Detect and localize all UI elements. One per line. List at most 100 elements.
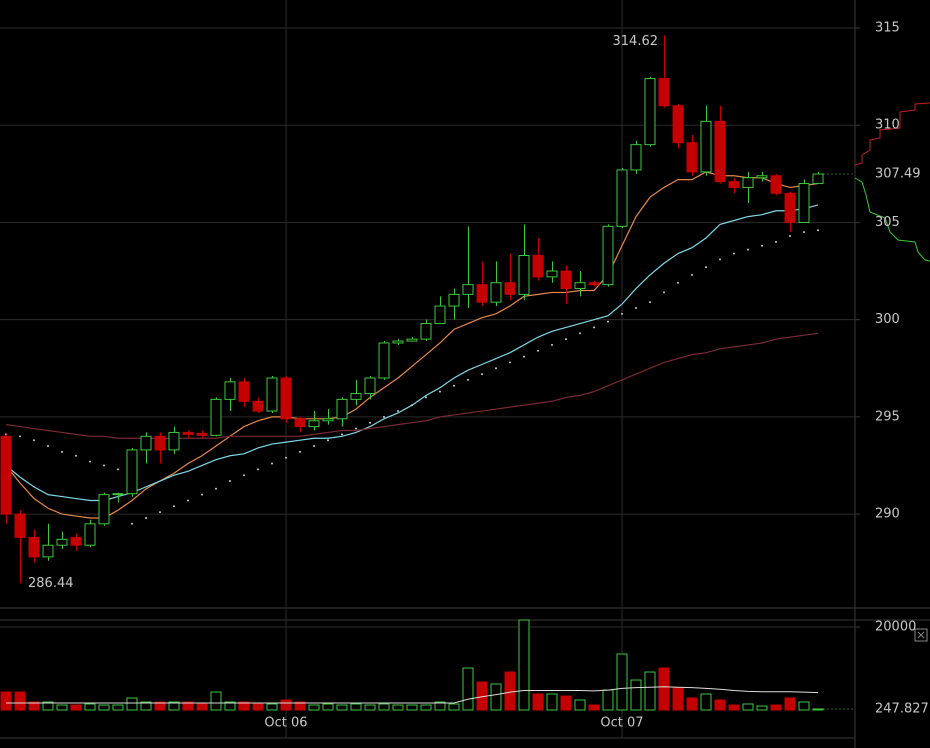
- candle-body: [602, 225, 614, 286]
- sar-dot: [271, 462, 273, 465]
- candle-body: [742, 177, 754, 188]
- candle-body: [644, 78, 656, 146]
- volume-bar: [294, 701, 306, 711]
- y-tick-label: 315: [875, 20, 900, 35]
- candle-body: [658, 78, 670, 107]
- volume-bar: [630, 679, 642, 711]
- candle-body: [714, 120, 726, 183]
- volume-bar: [714, 699, 726, 711]
- candle-body: [28, 536, 40, 558]
- candle-body: [280, 377, 292, 420]
- candle-body: [686, 142, 698, 173]
- volume-bar: [168, 701, 180, 711]
- volume-bar: [602, 689, 614, 711]
- volume-bar: [112, 704, 124, 711]
- candle-body: [588, 282, 600, 286]
- volume-bar: [504, 671, 516, 711]
- sar-dot: [201, 493, 203, 496]
- sar-dot: [579, 332, 581, 335]
- sar-dot: [61, 450, 63, 453]
- y-tick-label: 310: [875, 118, 900, 133]
- volume-bar: [672, 687, 684, 711]
- volume-bar: [560, 695, 572, 711]
- sar-dot: [593, 326, 595, 329]
- sar-dot: [789, 235, 791, 238]
- candle-body: [728, 181, 740, 188]
- volume-bar: [434, 701, 446, 711]
- sar-dot: [747, 248, 749, 251]
- sar-dot: [453, 384, 455, 387]
- x-tick-label: Oct 07: [600, 716, 643, 731]
- sar-dot: [481, 373, 483, 376]
- moving-average: [5, 171, 819, 519]
- sar-dot: [243, 474, 245, 477]
- sar-dot: [509, 361, 511, 364]
- volume-bar: [56, 704, 68, 711]
- volume-bar: [0, 691, 12, 711]
- candle-body: [700, 120, 712, 173]
- volume-average: [6, 686, 819, 704]
- volume-bar: [588, 704, 600, 711]
- candle-body: [14, 513, 26, 538]
- candle-body: [56, 538, 68, 546]
- candle-body: [518, 254, 530, 295]
- candle-body: [168, 431, 180, 451]
- volume-bar: [392, 704, 404, 711]
- candle-body: [616, 169, 628, 227]
- sar-dot: [383, 415, 385, 418]
- candle-body: [434, 305, 446, 325]
- volume-bar: [210, 691, 222, 711]
- sar-dot: [355, 427, 357, 430]
- volume-bar: [420, 704, 432, 711]
- sar-dot: [495, 367, 497, 370]
- sar-dot: [145, 516, 147, 519]
- sar-dot: [439, 390, 441, 393]
- volume-bar: [574, 699, 586, 711]
- volume-bar: [742, 703, 754, 711]
- candle-body: [532, 254, 544, 278]
- volume-bar: [728, 704, 740, 711]
- sar-dot: [313, 445, 315, 448]
- candle-body: [812, 173, 824, 185]
- candle-body: [630, 144, 642, 171]
- sar-dot: [173, 505, 175, 508]
- close-icon: [917, 631, 925, 639]
- sar-dot: [635, 306, 637, 309]
- candle-body: [364, 377, 376, 395]
- volume-bar: [98, 704, 110, 711]
- sar-dot: [691, 273, 693, 276]
- candle-body: [336, 398, 348, 420]
- volume-bar: [126, 697, 138, 711]
- candle-body: [42, 544, 54, 558]
- candle-body: [490, 282, 502, 303]
- volume-bar: [518, 619, 530, 711]
- candle-body: [392, 340, 404, 344]
- y-tick-label: 20000: [875, 620, 916, 635]
- volume-bar: [280, 699, 292, 711]
- sar-dot: [341, 433, 343, 436]
- sar-dot: [327, 439, 329, 442]
- candle-body: [84, 523, 96, 546]
- candle-body: [378, 342, 390, 379]
- last-volume-label: 247.827: [875, 701, 929, 716]
- sar-dot: [103, 464, 105, 467]
- high-label: 314.62: [613, 34, 659, 49]
- candle-body: [140, 435, 152, 451]
- volume-bar: [350, 703, 362, 711]
- volume-bar: [238, 701, 250, 711]
- candle-body: [560, 270, 572, 290]
- sar-dot: [75, 454, 77, 457]
- sar-dot: [131, 522, 133, 525]
- candle-body: [672, 105, 684, 144]
- volume-bar: [700, 693, 712, 711]
- volume-bar: [756, 705, 768, 711]
- sar-dot: [551, 343, 553, 346]
- candle-body: [756, 175, 768, 179]
- volume-bar: [658, 667, 670, 711]
- candle-body: [238, 381, 250, 402]
- close-button[interactable]: [914, 628, 928, 642]
- sar-dot: [369, 421, 371, 424]
- candle-body: [798, 183, 810, 223]
- sar-dot: [397, 410, 399, 413]
